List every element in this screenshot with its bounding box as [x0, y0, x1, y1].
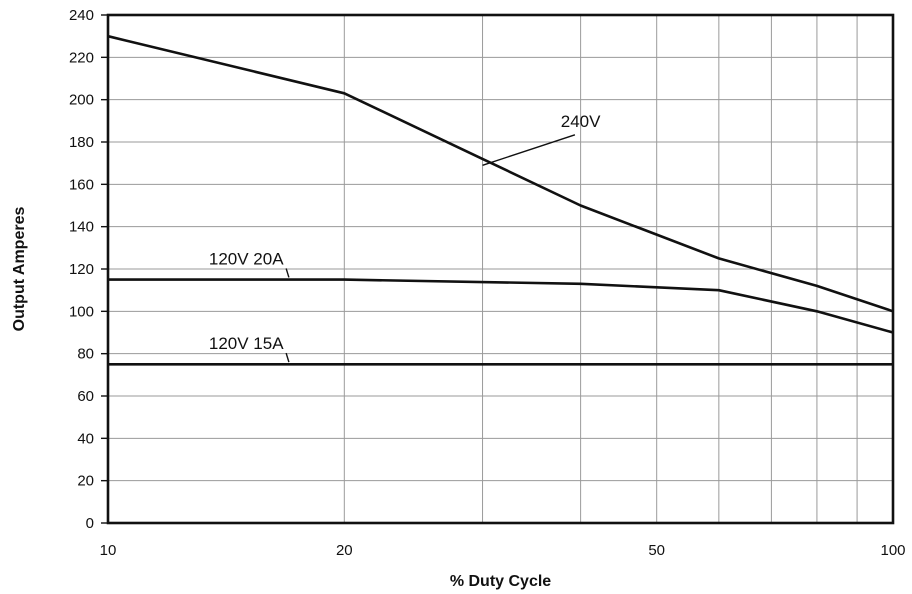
y-tick-label: 220: [69, 49, 94, 66]
series-line: [107, 34, 894, 313]
annotations: 240V 120V 20A 120V 15A: [209, 112, 601, 363]
y-axis-title: Output Amperes: [11, 207, 28, 332]
y-tick-label: 100: [69, 303, 94, 320]
series-label-leader: [285, 352, 290, 363]
tick-labels: 0 20 40 60 80 100 120 140 160 180 200 220 240 10 20 50 1…: [69, 7, 906, 559]
series-label: 120V 15A: [209, 334, 284, 353]
x-axis-title: % Duty Cycle: [450, 573, 551, 590]
y-tick-label: 160: [69, 176, 94, 193]
y-tick-label: 140: [69, 219, 94, 236]
y-tick-label: 200: [69, 92, 94, 109]
y-tick-label: 80: [77, 346, 94, 363]
y-tick-label: 240: [69, 7, 94, 24]
y-tick-label: 20: [77, 473, 94, 490]
series-line: [108, 278, 894, 334]
x-tick-label: 10: [100, 542, 117, 559]
y-tick-label: 0: [86, 515, 94, 532]
y-tick-label: 180: [69, 134, 94, 151]
y-tick-label: 60: [77, 388, 94, 405]
series-label-leader: [482, 134, 576, 166]
x-tick-label: 100: [880, 542, 905, 559]
series-lines: [107, 34, 894, 366]
series-label: 240V: [561, 112, 601, 131]
grid-lines: [107, 14, 894, 524]
x-tick-label: 20: [336, 542, 353, 559]
series-label-leader: [285, 268, 290, 278]
x-tick-label: 50: [648, 542, 665, 559]
y-tick-label: 120: [69, 261, 94, 278]
series-label: 120V 20A: [209, 249, 284, 268]
y-tick-label: 40: [77, 430, 94, 447]
